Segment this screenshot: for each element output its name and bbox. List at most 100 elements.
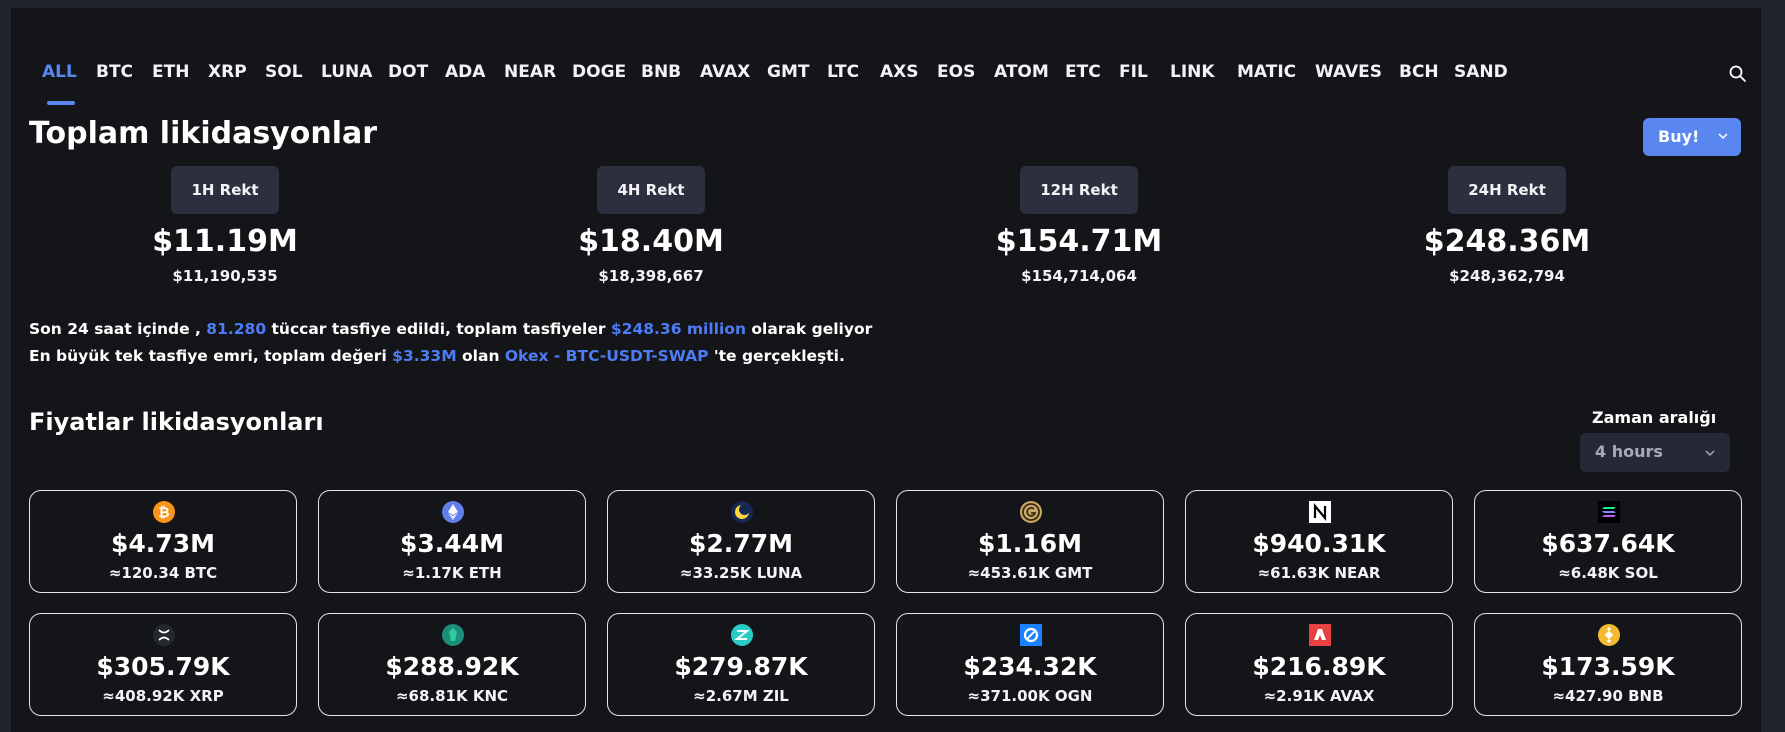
tab-near[interactable]: NEAR xyxy=(504,62,557,82)
coin-card-bnb[interactable]: $173.59K ≈427.90 BNB xyxy=(1474,613,1742,716)
coin-card-avax[interactable]: $216.89K ≈2.91K AVAX xyxy=(1185,613,1453,716)
coin-tabs: ALL BTC ETH XRP SOL LUNA DOT ADA NEAR DO… xyxy=(11,8,1761,108)
coin-card-luna[interactable]: $2.77M ≈33.25K LUNA xyxy=(607,490,875,593)
coin-quantity: ≈1.17K ETH xyxy=(402,564,502,582)
tab-matic[interactable]: MATIC xyxy=(1237,62,1297,82)
tab-luna[interactable]: LUNA xyxy=(321,62,373,82)
buy-button-label: Buy! xyxy=(1658,127,1700,146)
tab-atom[interactable]: ATOM xyxy=(994,62,1049,82)
tab-avax[interactable]: AVAX xyxy=(700,62,751,82)
bitcoin-icon: ₿ xyxy=(153,501,175,523)
coin-amount: $279.87K xyxy=(674,652,808,681)
coin-amount: $2.77M xyxy=(689,529,793,558)
stat-4h: 4H Rekt $18.40M $18,398,667 xyxy=(501,166,801,288)
tab-waves[interactable]: WAVES xyxy=(1315,62,1383,82)
stat-1h: 1H Rekt $11.19M $11,190,535 xyxy=(75,166,375,288)
ethereum-icon xyxy=(442,501,464,523)
tab-bch[interactable]: BCH xyxy=(1399,62,1439,82)
stat-exact: $11,190,535 xyxy=(172,267,278,285)
coin-card-gmt[interactable]: $1.16M ≈453.61K GMT xyxy=(896,490,1164,593)
tab-etc[interactable]: ETC xyxy=(1065,62,1101,82)
stat-value: $154.71M xyxy=(995,224,1163,259)
svg-text:₿: ₿ xyxy=(158,505,169,521)
tab-bnb[interactable]: BNB xyxy=(641,62,682,82)
summary-text: Son 24 saat içinde , xyxy=(29,320,207,338)
coin-card-eth[interactable]: $3.44M ≈1.17K ETH xyxy=(318,490,586,593)
liquidation-panel: ALL BTC ETH XRP SOL LUNA DOT ADA NEAR DO… xyxy=(11,8,1761,732)
coin-amount: $940.31K xyxy=(1252,529,1386,558)
coin-amount: $216.89K xyxy=(1252,652,1386,681)
tab-eth[interactable]: ETH xyxy=(152,62,190,82)
chevron-down-icon xyxy=(1705,450,1715,457)
buy-button[interactable]: Buy! xyxy=(1643,118,1741,156)
summary-text: 'te gerçekleşti. xyxy=(708,347,845,365)
coin-quantity: ≈371.00K OGN xyxy=(967,687,1093,705)
largest-order-link[interactable]: Okex - BTC-USDT-SWAP xyxy=(504,347,709,365)
prices-title: Fiyatlar likidasyonları xyxy=(29,408,324,436)
time-range-label: Zaman aralığı xyxy=(1592,408,1717,427)
summary-text: olan xyxy=(456,347,505,365)
stat-24h: 24H Rekt $248.36M $248,362,794 xyxy=(1357,166,1657,288)
coin-quantity: ≈120.34 BTC xyxy=(108,564,218,582)
time-range-select[interactable]: 4 hours xyxy=(1580,433,1730,472)
summary-text: tüccar tasfiye edildi, toplam tasfiyeler xyxy=(266,320,611,338)
summary-text: En büyük tek tasfiye emri, toplam değeri xyxy=(29,347,393,365)
tab-ltc[interactable]: LTC xyxy=(827,62,860,82)
coin-amount: $1.16M xyxy=(978,529,1082,558)
coin-quantity: ≈427.90 BNB xyxy=(1552,687,1664,705)
coin-amount: $234.32K xyxy=(963,652,1097,681)
tab-fil[interactable]: FIL xyxy=(1119,62,1148,82)
solana-icon xyxy=(1598,501,1620,523)
coin-amount: $305.79K xyxy=(96,652,230,681)
coin-amount: $4.73M xyxy=(111,529,215,558)
coin-quantity: ≈6.48K SOL xyxy=(1558,564,1658,582)
coin-quantity: ≈2.91K AVAX xyxy=(1263,687,1375,705)
coin-card-xrp[interactable]: $305.79K ≈408.92K XRP xyxy=(29,613,297,716)
coin-amount: $173.59K xyxy=(1541,652,1675,681)
kyber-icon xyxy=(442,624,464,646)
tab-eos[interactable]: EOS xyxy=(937,62,976,82)
tab-axs[interactable]: AXS xyxy=(880,62,919,82)
gmt-icon xyxy=(1020,501,1042,523)
time-range-value: 4 hours xyxy=(1595,442,1663,461)
coin-quantity: ≈408.92K XRP xyxy=(102,687,224,705)
tab-dot[interactable]: DOT xyxy=(388,62,429,82)
tab-sol[interactable]: SOL xyxy=(265,62,303,82)
largest-order-value: $3.33M xyxy=(392,347,457,365)
page-title: Toplam likidasyonlar xyxy=(29,116,378,151)
stat-label: 24H Rekt xyxy=(1448,166,1566,214)
coin-amount: $3.44M xyxy=(400,529,504,558)
coin-card-sol[interactable]: $637.64K ≈6.48K SOL xyxy=(1474,490,1742,593)
stat-label: 1H Rekt xyxy=(171,166,279,214)
tab-all[interactable]: ALL xyxy=(42,62,77,82)
tab-sand[interactable]: SAND xyxy=(1454,62,1508,82)
tab-doge[interactable]: DOGE xyxy=(572,62,627,82)
coin-card-zil[interactable]: $279.87K ≈2.67M ZIL xyxy=(607,613,875,716)
stat-exact: $18,398,667 xyxy=(598,267,704,285)
summary-line-largest: En büyük tek tasfiye emri, toplam değeri… xyxy=(29,347,845,365)
tab-link[interactable]: LINK xyxy=(1170,62,1215,82)
coin-card-ogn[interactable]: $234.32K ≈371.00K OGN xyxy=(896,613,1164,716)
active-tab-indicator xyxy=(47,101,75,105)
zilliqa-icon xyxy=(731,624,753,646)
tab-xrp[interactable]: XRP xyxy=(208,62,247,82)
total-liquidations: $248.36 million xyxy=(610,320,746,338)
stat-12h: 12H Rekt $154.71M $154,714,064 xyxy=(929,166,1229,288)
summary-text: olarak geliyor xyxy=(746,320,873,338)
coin-card-knc[interactable]: $288.92K ≈68.81K KNC xyxy=(318,613,586,716)
chevron-down-icon xyxy=(1718,133,1728,140)
search-icon[interactable] xyxy=(1728,64,1748,84)
near-icon xyxy=(1309,501,1331,523)
tab-gmt[interactable]: GMT xyxy=(767,62,810,82)
coin-card-near[interactable]: $940.31K ≈61.63K NEAR xyxy=(1185,490,1453,593)
origin-icon xyxy=(1020,624,1042,646)
tab-ada[interactable]: ADA xyxy=(445,62,486,82)
coin-quantity: ≈2.67M ZIL xyxy=(693,687,789,705)
stat-label: 12H Rekt xyxy=(1020,166,1138,214)
avalanche-icon xyxy=(1309,624,1331,646)
stat-value: $248.36M xyxy=(1423,224,1591,259)
traders-count: 81.280 xyxy=(206,320,267,338)
stat-exact: $154,714,064 xyxy=(1021,267,1137,285)
tab-btc[interactable]: BTC xyxy=(96,62,134,82)
coin-card-btc[interactable]: ₿ $4.73M ≈120.34 BTC xyxy=(29,490,297,593)
